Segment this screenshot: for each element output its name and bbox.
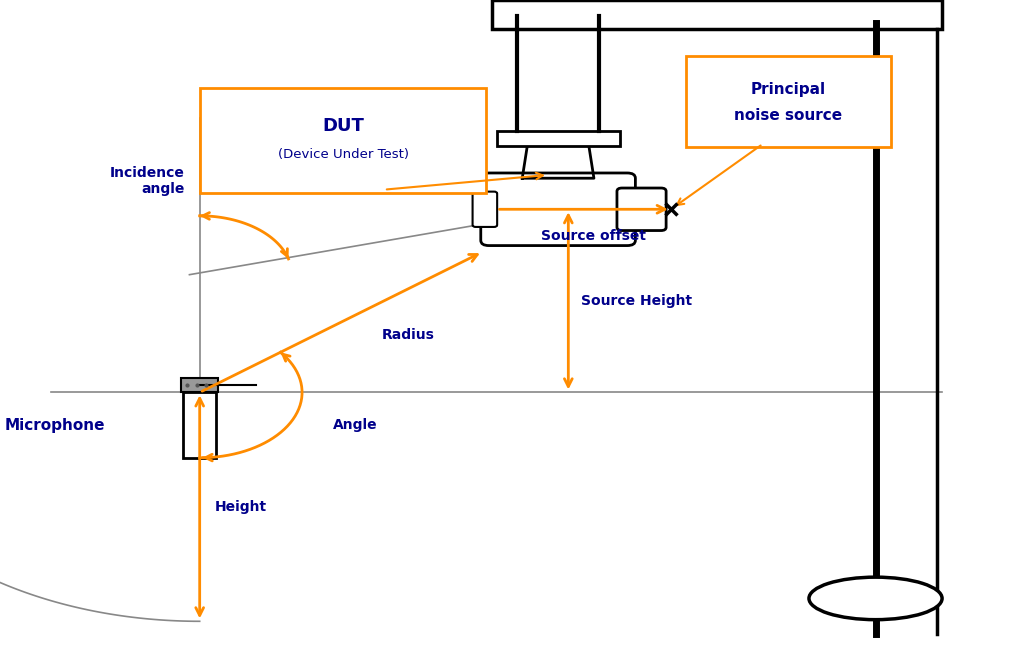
Bar [492, 0, 942, 29]
Text: (Device Under Test): (Device Under Test) [278, 148, 409, 162]
Text: Source offset: Source offset [542, 229, 646, 243]
Text: Source Height: Source Height [581, 294, 692, 308]
Text: Angle: Angle [333, 418, 378, 432]
FancyBboxPatch shape [473, 192, 498, 227]
Bar [497, 131, 620, 145]
Bar [183, 392, 216, 458]
Text: Principal: Principal [751, 82, 826, 97]
FancyBboxPatch shape [616, 188, 667, 230]
Bar [181, 378, 218, 392]
Text: Height: Height [215, 500, 267, 514]
Text: noise source: noise source [734, 109, 843, 123]
Ellipse shape [809, 577, 942, 620]
FancyBboxPatch shape [686, 56, 891, 147]
Text: Microphone: Microphone [5, 418, 105, 432]
Text: DUT: DUT [323, 117, 364, 135]
Text: Radius: Radius [382, 328, 435, 342]
Text: Incidence
angle: Incidence angle [110, 166, 184, 196]
FancyBboxPatch shape [200, 88, 486, 193]
FancyBboxPatch shape [481, 173, 635, 245]
Polygon shape [522, 145, 594, 178]
